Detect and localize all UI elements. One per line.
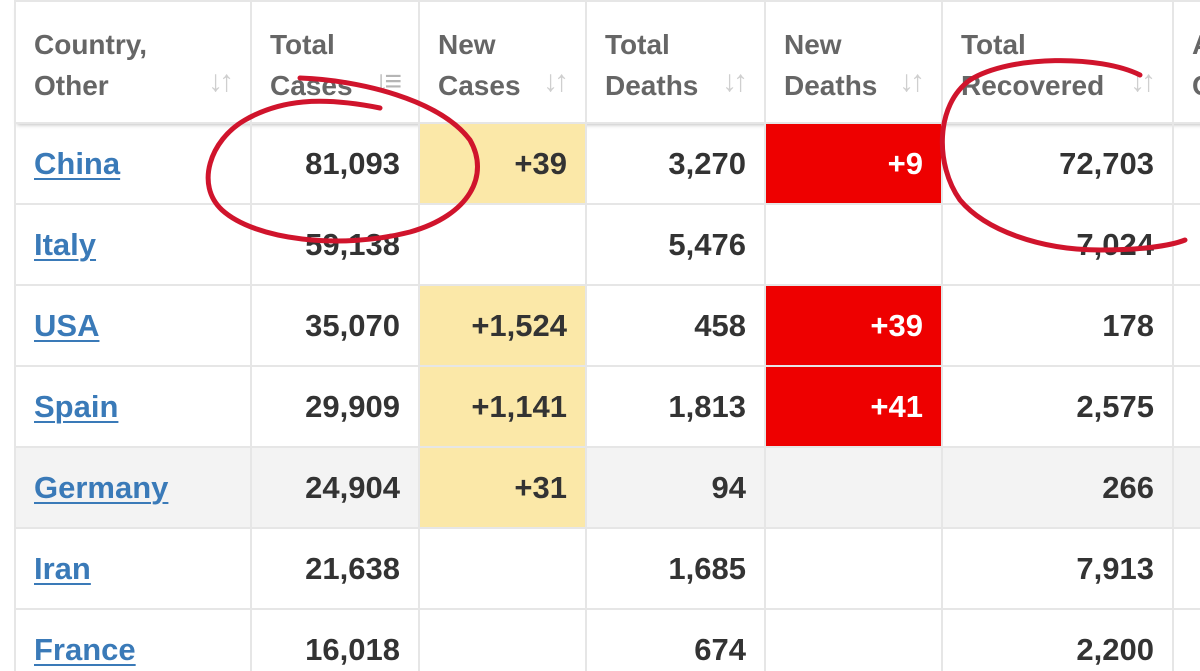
cell-total-deaths: 3,270 [585,122,766,205]
header-new-cases[interactable]: New Cases ↓↑ [418,0,587,124]
cell-new-deaths: +9 [764,122,943,205]
cell-total-recovered: 178 [941,284,1174,367]
header-new-cases-line1: New [438,29,496,60]
header-total-cases[interactable]: Total Cases ↓≡ [250,0,420,124]
covid-stats-table: Country, Other ↓↑ Total Cases ↓≡ New Cas… [14,0,1200,671]
cell-total-recovered: 72,703 [941,122,1174,205]
cell-cut-off [1172,365,1200,448]
header-new-deaths-line2: Deaths [784,70,878,101]
cell-new-deaths [764,446,943,529]
sort-arrows-icon[interactable]: ↓↑ [1130,65,1156,98]
cell-total-cases: 16,018 [250,608,420,671]
header-cut-off-column[interactable]: A C [1172,0,1200,124]
header-country-line1: Country, [34,29,148,60]
cell-total-deaths: 1,685 [585,527,766,610]
header-cut-off-line1: A [1192,24,1200,65]
cell-total-deaths: 458 [585,284,766,367]
cell-total-deaths: 674 [585,608,766,671]
cell-new-deaths [764,203,943,286]
header-total-deaths-line2: Deaths [605,70,699,101]
cell-new-deaths [764,527,943,610]
country-link[interactable]: Iran [34,550,91,586]
cell-new-deaths [764,608,943,671]
table-row: Iran 21,638 1,685 7,913 [14,527,1200,610]
header-country[interactable]: Country, Other ↓↑ [14,0,252,124]
country-link[interactable]: China [34,145,121,181]
header-country-line2: Other [34,70,109,101]
header-total-deaths-line1: Total [605,29,670,60]
cell-new-deaths: +39 [764,284,943,367]
cell-new-cases [418,608,587,671]
cell-total-recovered: 7,024 [941,203,1174,286]
cell-country: China [14,122,252,205]
header-total-cases-line1: Total [270,29,335,60]
table-row: China 81,093 +39 3,270 +9 72,703 [14,122,1200,205]
cell-new-deaths: +41 [764,365,943,448]
cell-total-cases: 59,138 [250,203,420,286]
cell-new-cases: +1,141 [418,365,587,448]
cell-total-cases: 81,093 [250,122,420,205]
sort-arrows-icon[interactable]: ↓↑ [208,65,234,98]
header-total-recovered-line2: Recovered [961,70,1105,101]
cell-new-cases [418,203,587,286]
cell-country: France [14,608,252,671]
header-total-recovered[interactable]: Total Recovered ↓↑ [941,0,1174,124]
header-new-deaths-line1: New [784,29,842,60]
sort-arrows-icon[interactable]: ↓↑ [543,65,569,98]
header-total-recovered-line1: Total [961,29,1026,60]
country-link[interactable]: France [34,631,136,667]
cell-new-cases: +1,524 [418,284,587,367]
table-row: Italy 59,138 5,476 7,024 [14,203,1200,286]
cell-total-recovered: 2,575 [941,365,1174,448]
cell-total-deaths: 1,813 [585,365,766,448]
country-link[interactable]: USA [34,307,100,343]
cell-total-recovered: 2,200 [941,608,1174,671]
cell-total-cases: 21,638 [250,527,420,610]
sort-arrows-icon[interactable]: ↓↑ [899,65,925,98]
cell-country: Italy [14,203,252,286]
country-link[interactable]: Spain [34,388,119,424]
cell-new-cases: +31 [418,446,587,529]
cell-country: Germany [14,446,252,529]
table-row: USA 35,070 +1,524 458 +39 178 [14,284,1200,367]
table-row: Spain 29,909 +1,141 1,813 +41 2,575 [14,365,1200,448]
header-new-deaths[interactable]: New Deaths ↓↑ [764,0,943,124]
cell-total-cases: 29,909 [250,365,420,448]
cell-cut-off [1172,608,1200,671]
cell-total-deaths: 94 [585,446,766,529]
table-header-row: Country, Other ↓↑ Total Cases ↓≡ New Cas… [14,0,1200,124]
cell-total-recovered: 7,913 [941,527,1174,610]
cell-cut-off [1172,122,1200,205]
cell-total-deaths: 5,476 [585,203,766,286]
cell-cut-off [1172,446,1200,529]
cell-new-cases [418,527,587,610]
cell-country: Iran [14,527,252,610]
cell-cut-off [1172,203,1200,286]
cell-cut-off [1172,284,1200,367]
header-cut-off-line2: C [1192,65,1200,106]
cell-new-cases: +39 [418,122,587,205]
cell-country: Spain [14,365,252,448]
cell-total-cases: 24,904 [250,446,420,529]
table-row: France 16,018 674 2,200 [14,608,1200,671]
sort-arrows-icon[interactable]: ↓↑ [722,65,748,98]
country-link[interactable]: Germany [34,469,169,505]
cell-country: USA [14,284,252,367]
sort-descending-icon[interactable]: ↓≡ [373,65,401,98]
country-link[interactable]: Italy [34,226,97,262]
cell-total-cases: 35,070 [250,284,420,367]
cell-cut-off [1172,527,1200,610]
table-row: Germany 24,904 +31 94 266 [14,446,1200,529]
header-total-deaths[interactable]: Total Deaths ↓↑ [585,0,766,124]
cell-total-recovered: 266 [941,446,1174,529]
